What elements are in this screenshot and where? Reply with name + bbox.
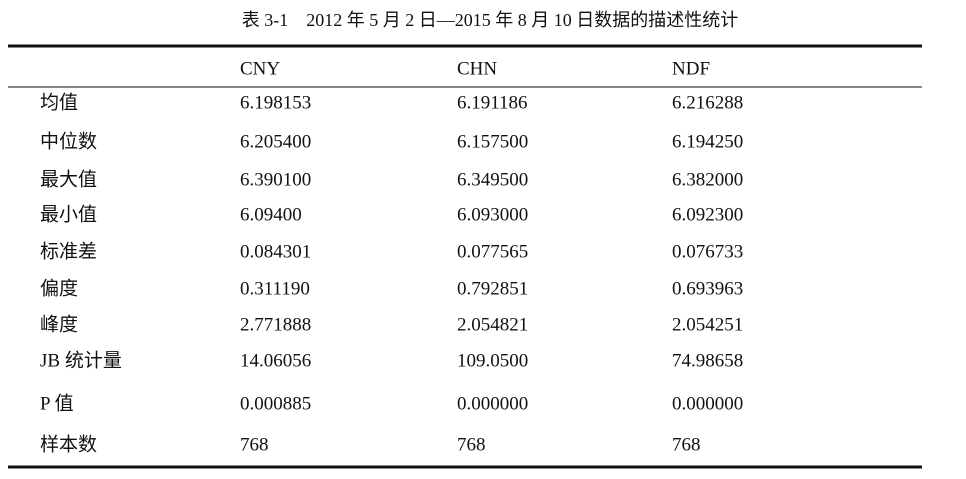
table-title: 表 3-1 2012 年 5 月 2 日—2015 年 8 月 10 日数据的描… (242, 10, 739, 30)
table-cell: 2.771888 (240, 314, 311, 335)
table-cell: 0.084301 (240, 241, 311, 262)
table-cell: 6.194250 (672, 131, 743, 152)
table-cell: 0.000000 (672, 393, 743, 414)
row-label: 均值 (40, 91, 78, 113)
table-cell: 0.076733 (672, 241, 743, 262)
row-label: 最大值 (40, 168, 97, 190)
table-cell: 6.092300 (672, 204, 743, 225)
header-cell: NDF (672, 58, 710, 79)
table-cell: 6.198153 (240, 92, 311, 113)
table-cell: 6.093000 (457, 204, 528, 225)
table-cell: 6.216288 (672, 92, 743, 113)
table-cell: 0.077565 (457, 241, 528, 262)
table-cell: 0.000885 (240, 393, 311, 414)
table-cell: 109.0500 (457, 350, 528, 371)
row-label: 偏度 (40, 277, 78, 299)
table-cell: 2.054821 (457, 314, 528, 335)
row-label: 峰度 (40, 313, 78, 335)
row-label: 样本数 (40, 433, 97, 455)
table-cell: 6.390100 (240, 169, 311, 190)
table-cell: 14.06056 (240, 350, 311, 371)
table-cell: 6.382000 (672, 169, 743, 190)
row-label: JB 统计量 (40, 349, 122, 371)
table-cell: 6.157500 (457, 131, 528, 152)
table-cell: 6.205400 (240, 131, 311, 152)
row-label: 中位数 (40, 130, 97, 152)
table-cell: 74.98658 (672, 350, 743, 371)
table-cell: 0.311190 (240, 278, 310, 299)
header-cell: CHN (457, 58, 497, 79)
table-cell: 768 (240, 434, 269, 455)
table-cell: 6.191186 (457, 92, 528, 113)
table-cell: 768 (672, 434, 701, 455)
row-label: 最小值 (40, 203, 97, 225)
table-cell: 768 (457, 434, 486, 455)
row-label: 标准差 (40, 240, 97, 262)
table-cell: 0.693963 (672, 278, 743, 299)
table-cell: 0.000000 (457, 393, 528, 414)
table-cell: 0.792851 (457, 278, 528, 299)
table-cell: 6.349500 (457, 169, 528, 190)
table-cell: 6.09400 (240, 204, 302, 225)
table-cell: 2.054251 (672, 314, 743, 335)
header-cell: CNY (240, 58, 280, 79)
row-label: P 值 (40, 392, 74, 414)
